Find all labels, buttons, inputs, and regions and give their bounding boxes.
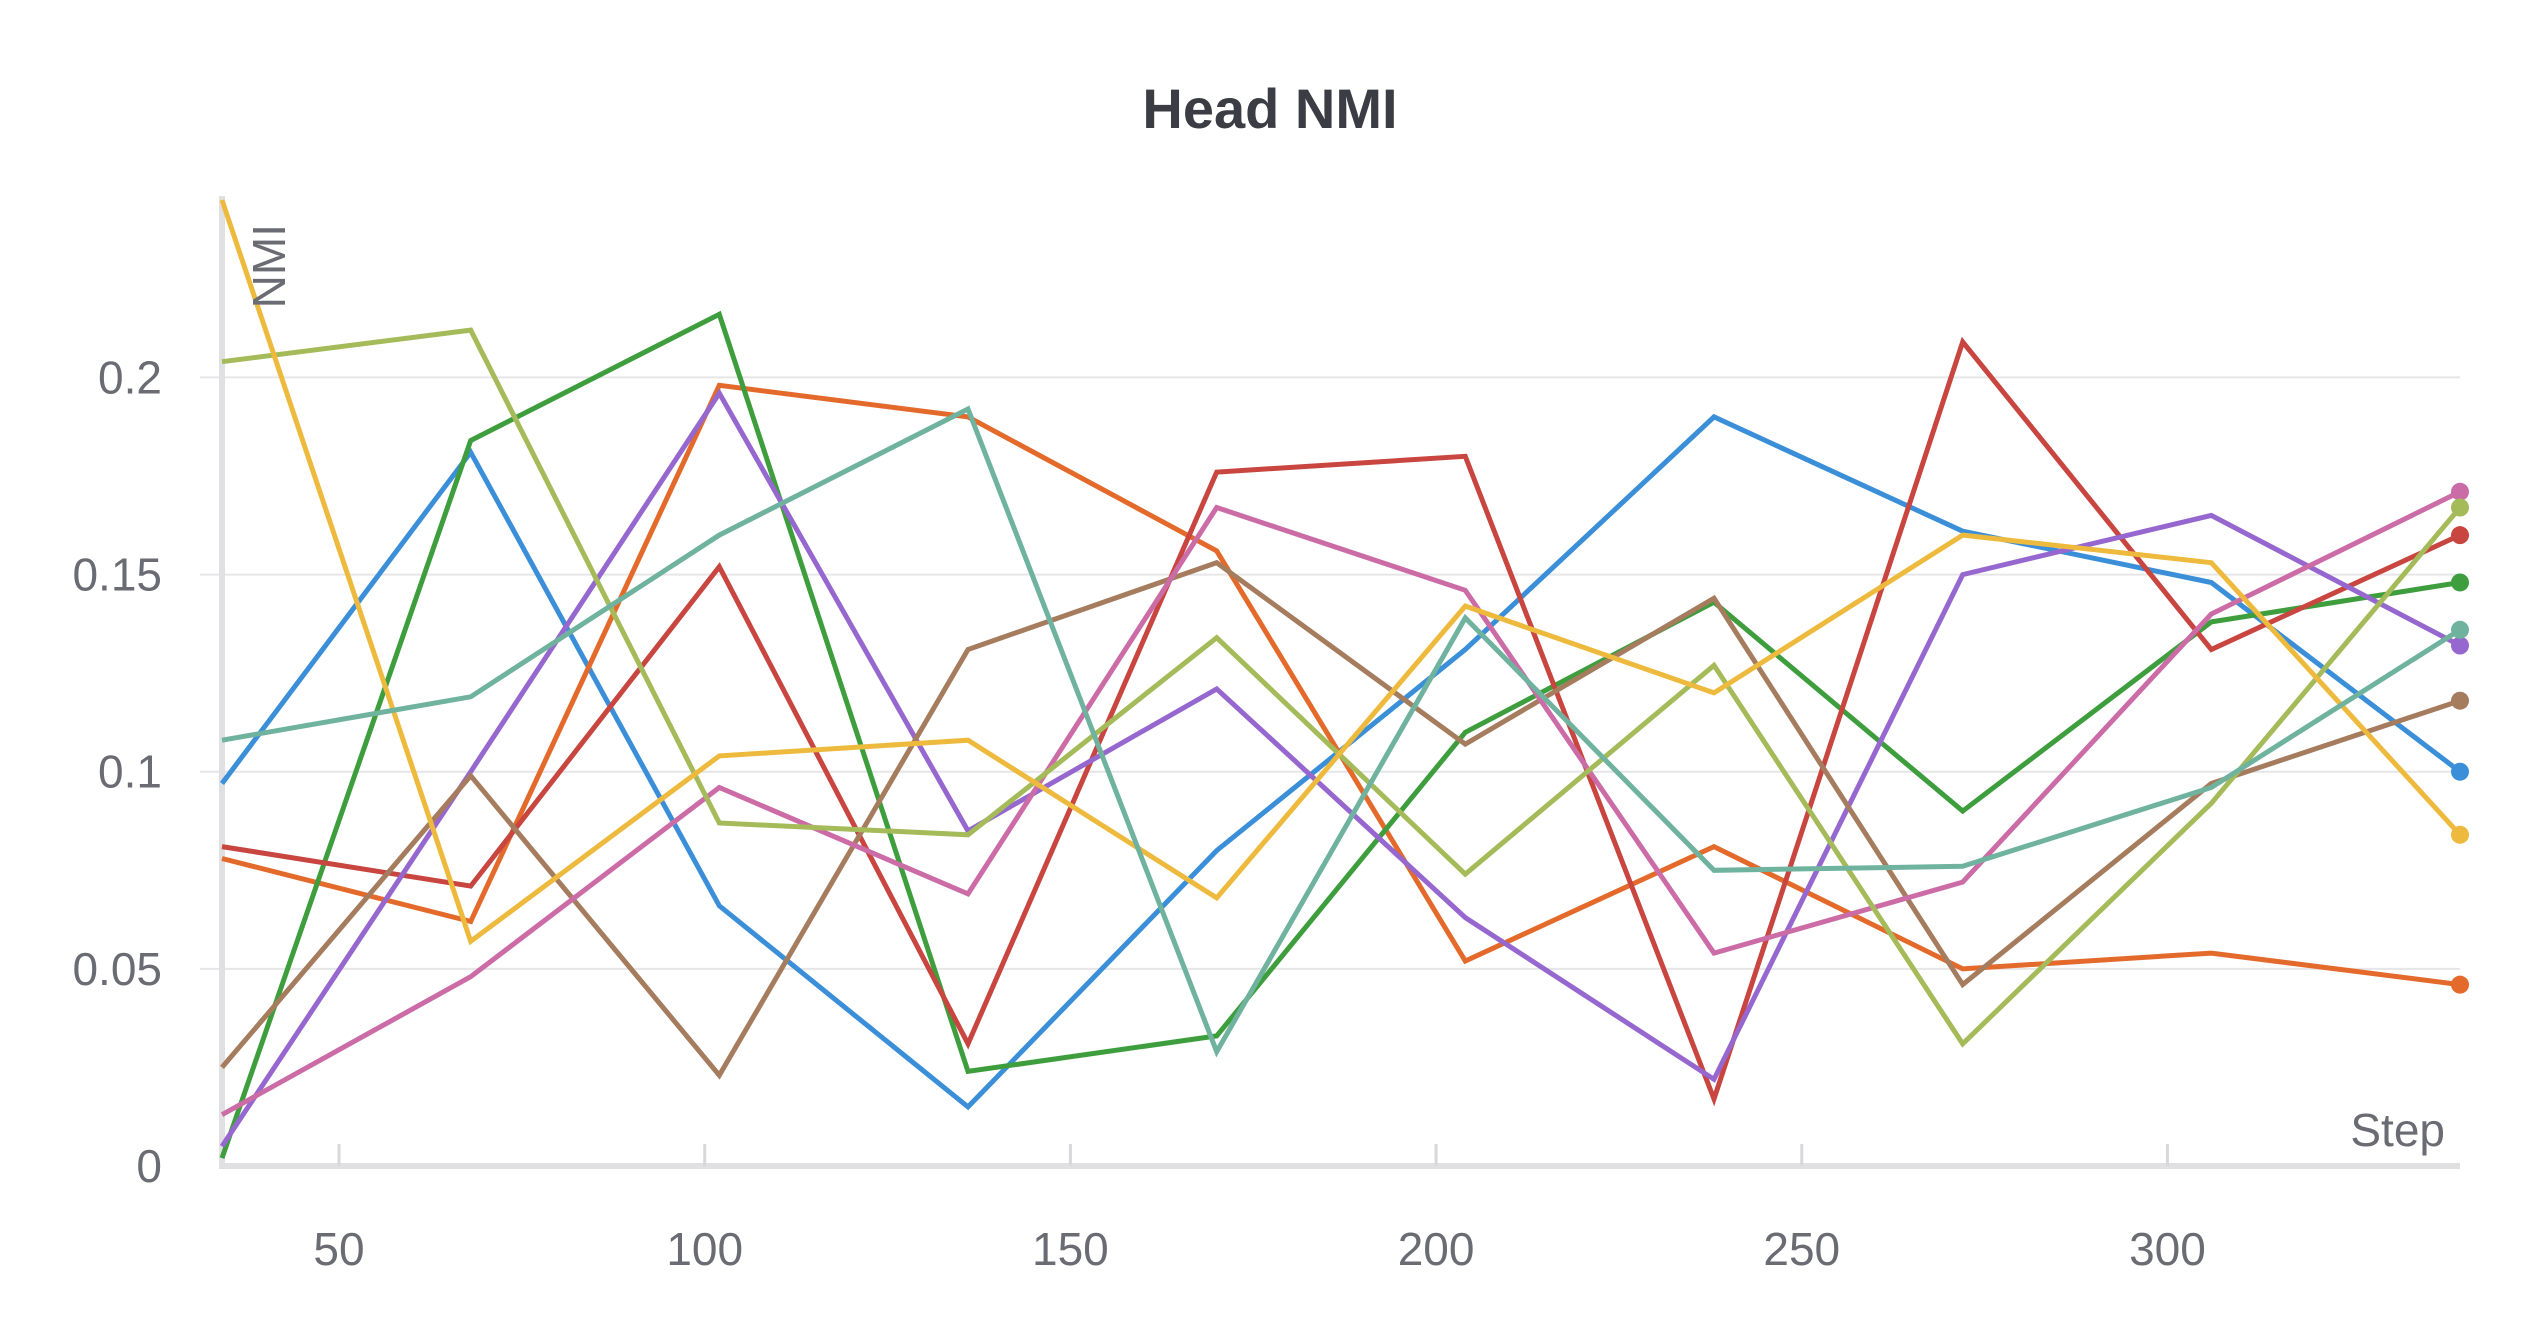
label-layer: 0 0.05 0.1 0.15 0.2 50 100 150 200 250 300 Step NMI (72, 224, 2445, 1275)
x-tick-label: 300 (2129, 1223, 2206, 1275)
x-tick-label: 100 (666, 1223, 743, 1275)
axis-layer (219, 196, 2460, 1169)
series-end-point-6 (2451, 691, 2469, 710)
series-end-point-3 (2451, 573, 2469, 592)
series-line-3 (219, 310, 2461, 1159)
series-end-point-8 (2451, 498, 2469, 517)
series-line-4 (221, 336, 2462, 1107)
y-tick-label: 0 (136, 1140, 162, 1192)
series-line-10 (221, 405, 2462, 1058)
series-end-point-9 (2451, 825, 2469, 844)
series-line-7 (220, 489, 2462, 1117)
x-axis-title: Step (2350, 1104, 2445, 1156)
chart-title: Head NMI (1142, 77, 1397, 140)
series-line-2 (221, 382, 2461, 988)
series-line-6 (220, 559, 2461, 1080)
x-tick-label: 50 (313, 1223, 364, 1275)
series-layer (219, 199, 2469, 1159)
series-line-8 (221, 327, 2462, 1048)
series-end-point-10 (2451, 620, 2469, 639)
series-end-point-5 (2451, 636, 2469, 655)
x-tick-label: 200 (1398, 1223, 1475, 1275)
y-tick-label: 0.1 (98, 746, 162, 798)
series-end-point-4 (2451, 526, 2469, 545)
series-end-point-2 (2451, 975, 2469, 994)
x-tick-label: 150 (1032, 1223, 1109, 1275)
series-end-point-1 (2451, 762, 2469, 781)
y-axis-title: NMI (243, 224, 295, 308)
x-tick-label: 250 (1763, 1223, 1840, 1275)
series-line-5 (219, 388, 2462, 1148)
grid-layer (200, 376, 2460, 970)
series-end-point-7 (2451, 482, 2469, 501)
series-line-1 (220, 413, 2462, 1111)
y-tick-label: 0.2 (98, 351, 162, 403)
y-tick-label: 0.05 (72, 943, 162, 995)
y-tick-label: 0.15 (72, 549, 162, 601)
series-line-9 (219, 199, 2462, 946)
